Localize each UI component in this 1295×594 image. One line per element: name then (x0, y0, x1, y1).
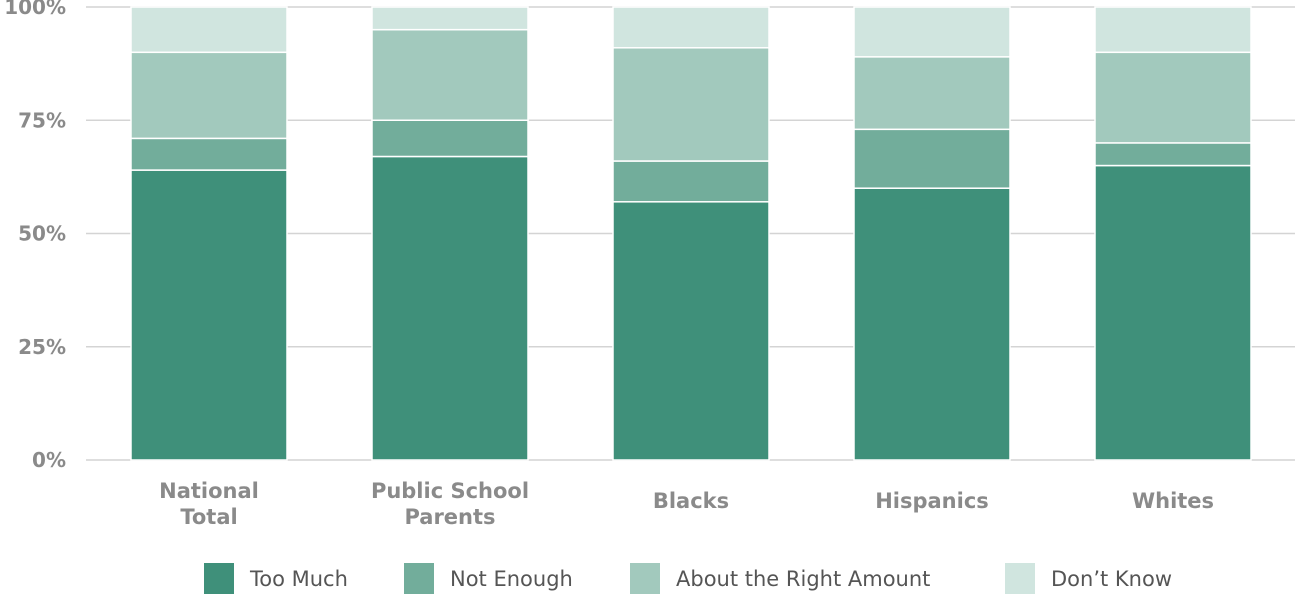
bar-segment (1094, 164, 1252, 461)
bar-segment (853, 6, 1011, 58)
legend-label: About the Right Amount (676, 567, 930, 591)
y-tick-label: 100% (4, 0, 66, 19)
legend-label: Don’t Know (1051, 567, 1172, 591)
x-category-label: Parents (404, 505, 495, 529)
x-category-label: Public School (371, 479, 529, 503)
bar-segment (853, 56, 1011, 131)
y-tick-label: 50% (18, 222, 66, 246)
bar-segment (130, 6, 288, 54)
bar-segment (853, 128, 1011, 189)
x-category-label: Blacks (653, 489, 729, 513)
legend-swatch (404, 563, 434, 594)
bar-segment (1094, 6, 1252, 54)
legend-swatch (204, 563, 234, 594)
x-category-label: Total (180, 505, 237, 529)
bar-segment (612, 47, 770, 162)
bar-segment (612, 201, 770, 461)
x-category-label: Whites (1132, 489, 1214, 513)
bar-segment (1094, 142, 1252, 167)
legend-label: Too Much (249, 567, 348, 591)
x-category-label: National (159, 479, 259, 503)
legend-label: Not Enough (450, 567, 573, 591)
bar-segment (371, 28, 529, 121)
y-axis-tick-labels: 0% 25% 50% 75% 100% (4, 0, 66, 472)
x-category-label: Hispanics (875, 489, 989, 513)
bar-segment (130, 137, 288, 171)
legend: Too Much Not Enough About the Right Amount… (204, 563, 1172, 594)
bar-segment (853, 187, 1011, 461)
y-tick-label: 25% (18, 335, 66, 359)
legend-swatch (1005, 563, 1035, 594)
bar-segment (1094, 51, 1252, 144)
bar-segment (130, 51, 288, 140)
legend-swatch (630, 563, 660, 594)
y-tick-label: 0% (32, 448, 66, 472)
bar-segment (371, 155, 529, 461)
bar-segment (371, 119, 529, 158)
bar-segment (612, 6, 770, 49)
y-tick-label: 75% (18, 108, 66, 132)
bar-segment (371, 6, 529, 31)
bars (130, 6, 1252, 461)
bar-segment (612, 160, 770, 203)
bar-segment (130, 169, 288, 461)
